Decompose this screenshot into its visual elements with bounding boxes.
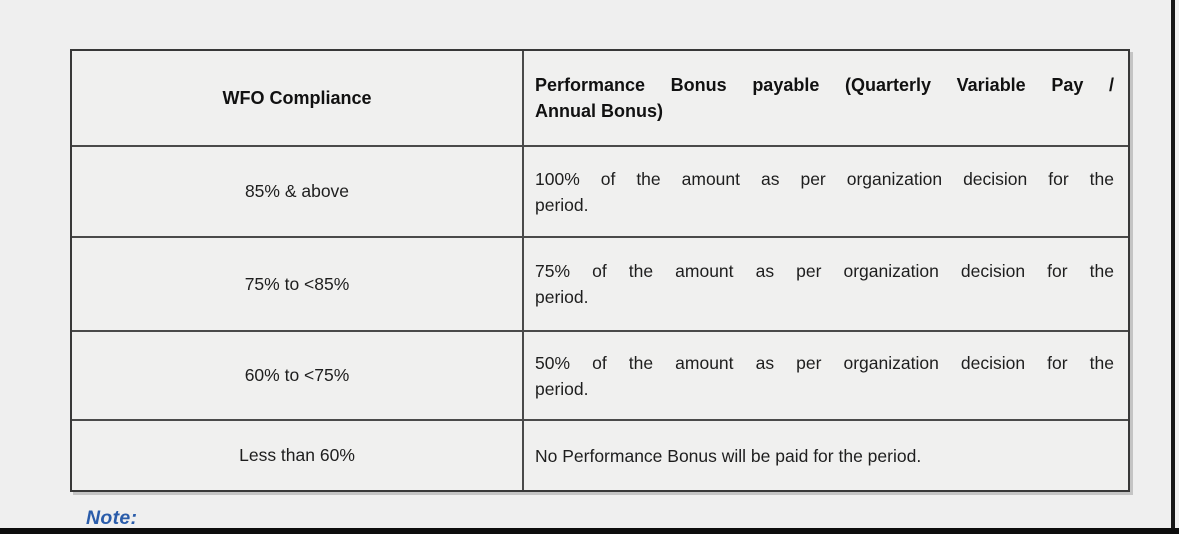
wfo-compliance-bonus-table: WFO Compliance Performance Bonus payable…	[70, 49, 1130, 492]
compliance-cell: 75% to <85%	[72, 238, 524, 330]
header-bonus-line1: Performance Bonus payable (Quarterly Var…	[535, 75, 1114, 95]
bonus-cell: No Performance Bonus will be paid for th…	[524, 421, 1128, 490]
header-bonus-line2: Annual Bonus)	[535, 101, 663, 121]
bonus-text-line1: 50% of the amount as per organization de…	[535, 352, 1114, 373]
header-cell-performance-bonus: Performance Bonus payable (Quarterly Var…	[524, 51, 1128, 145]
bonus-text-line2: period.	[535, 378, 589, 399]
header-cell-wfo-compliance: WFO Compliance	[72, 51, 524, 145]
page-right-border	[1171, 0, 1175, 534]
bonus-text-line1: 75% of the amount as per organization de…	[535, 261, 1114, 281]
bonus-text-line2: period.	[535, 194, 589, 215]
page-bottom-border	[0, 528, 1179, 534]
bonus-text-single-line: No Performance Bonus will be paid for th…	[535, 445, 922, 466]
bonus-text-line1: 100% of the amount as per organization d…	[535, 168, 1114, 189]
compliance-cell: 85% & above	[72, 147, 524, 236]
bonus-cell: 75% of the amount as per organization de…	[524, 238, 1128, 330]
bonus-text-line2: period.	[535, 287, 589, 307]
table-header-row: WFO Compliance Performance Bonus payable…	[72, 51, 1128, 145]
compliance-cell: 60% to <75%	[72, 332, 524, 419]
note-label: Note:	[86, 507, 138, 529]
table-row: 60% to <75% 50% of the amount as per org…	[72, 330, 1128, 419]
compliance-cell: Less than 60%	[72, 421, 524, 490]
table-row: Less than 60% No Performance Bonus will …	[72, 419, 1128, 490]
bonus-cell: 100% of the amount as per organization d…	[524, 147, 1128, 236]
table-row: 85% & above 100% of the amount as per or…	[72, 145, 1128, 236]
bonus-cell: 50% of the amount as per organization de…	[524, 332, 1128, 419]
table-row: 75% to <85% 75% of the amount as per org…	[72, 236, 1128, 330]
